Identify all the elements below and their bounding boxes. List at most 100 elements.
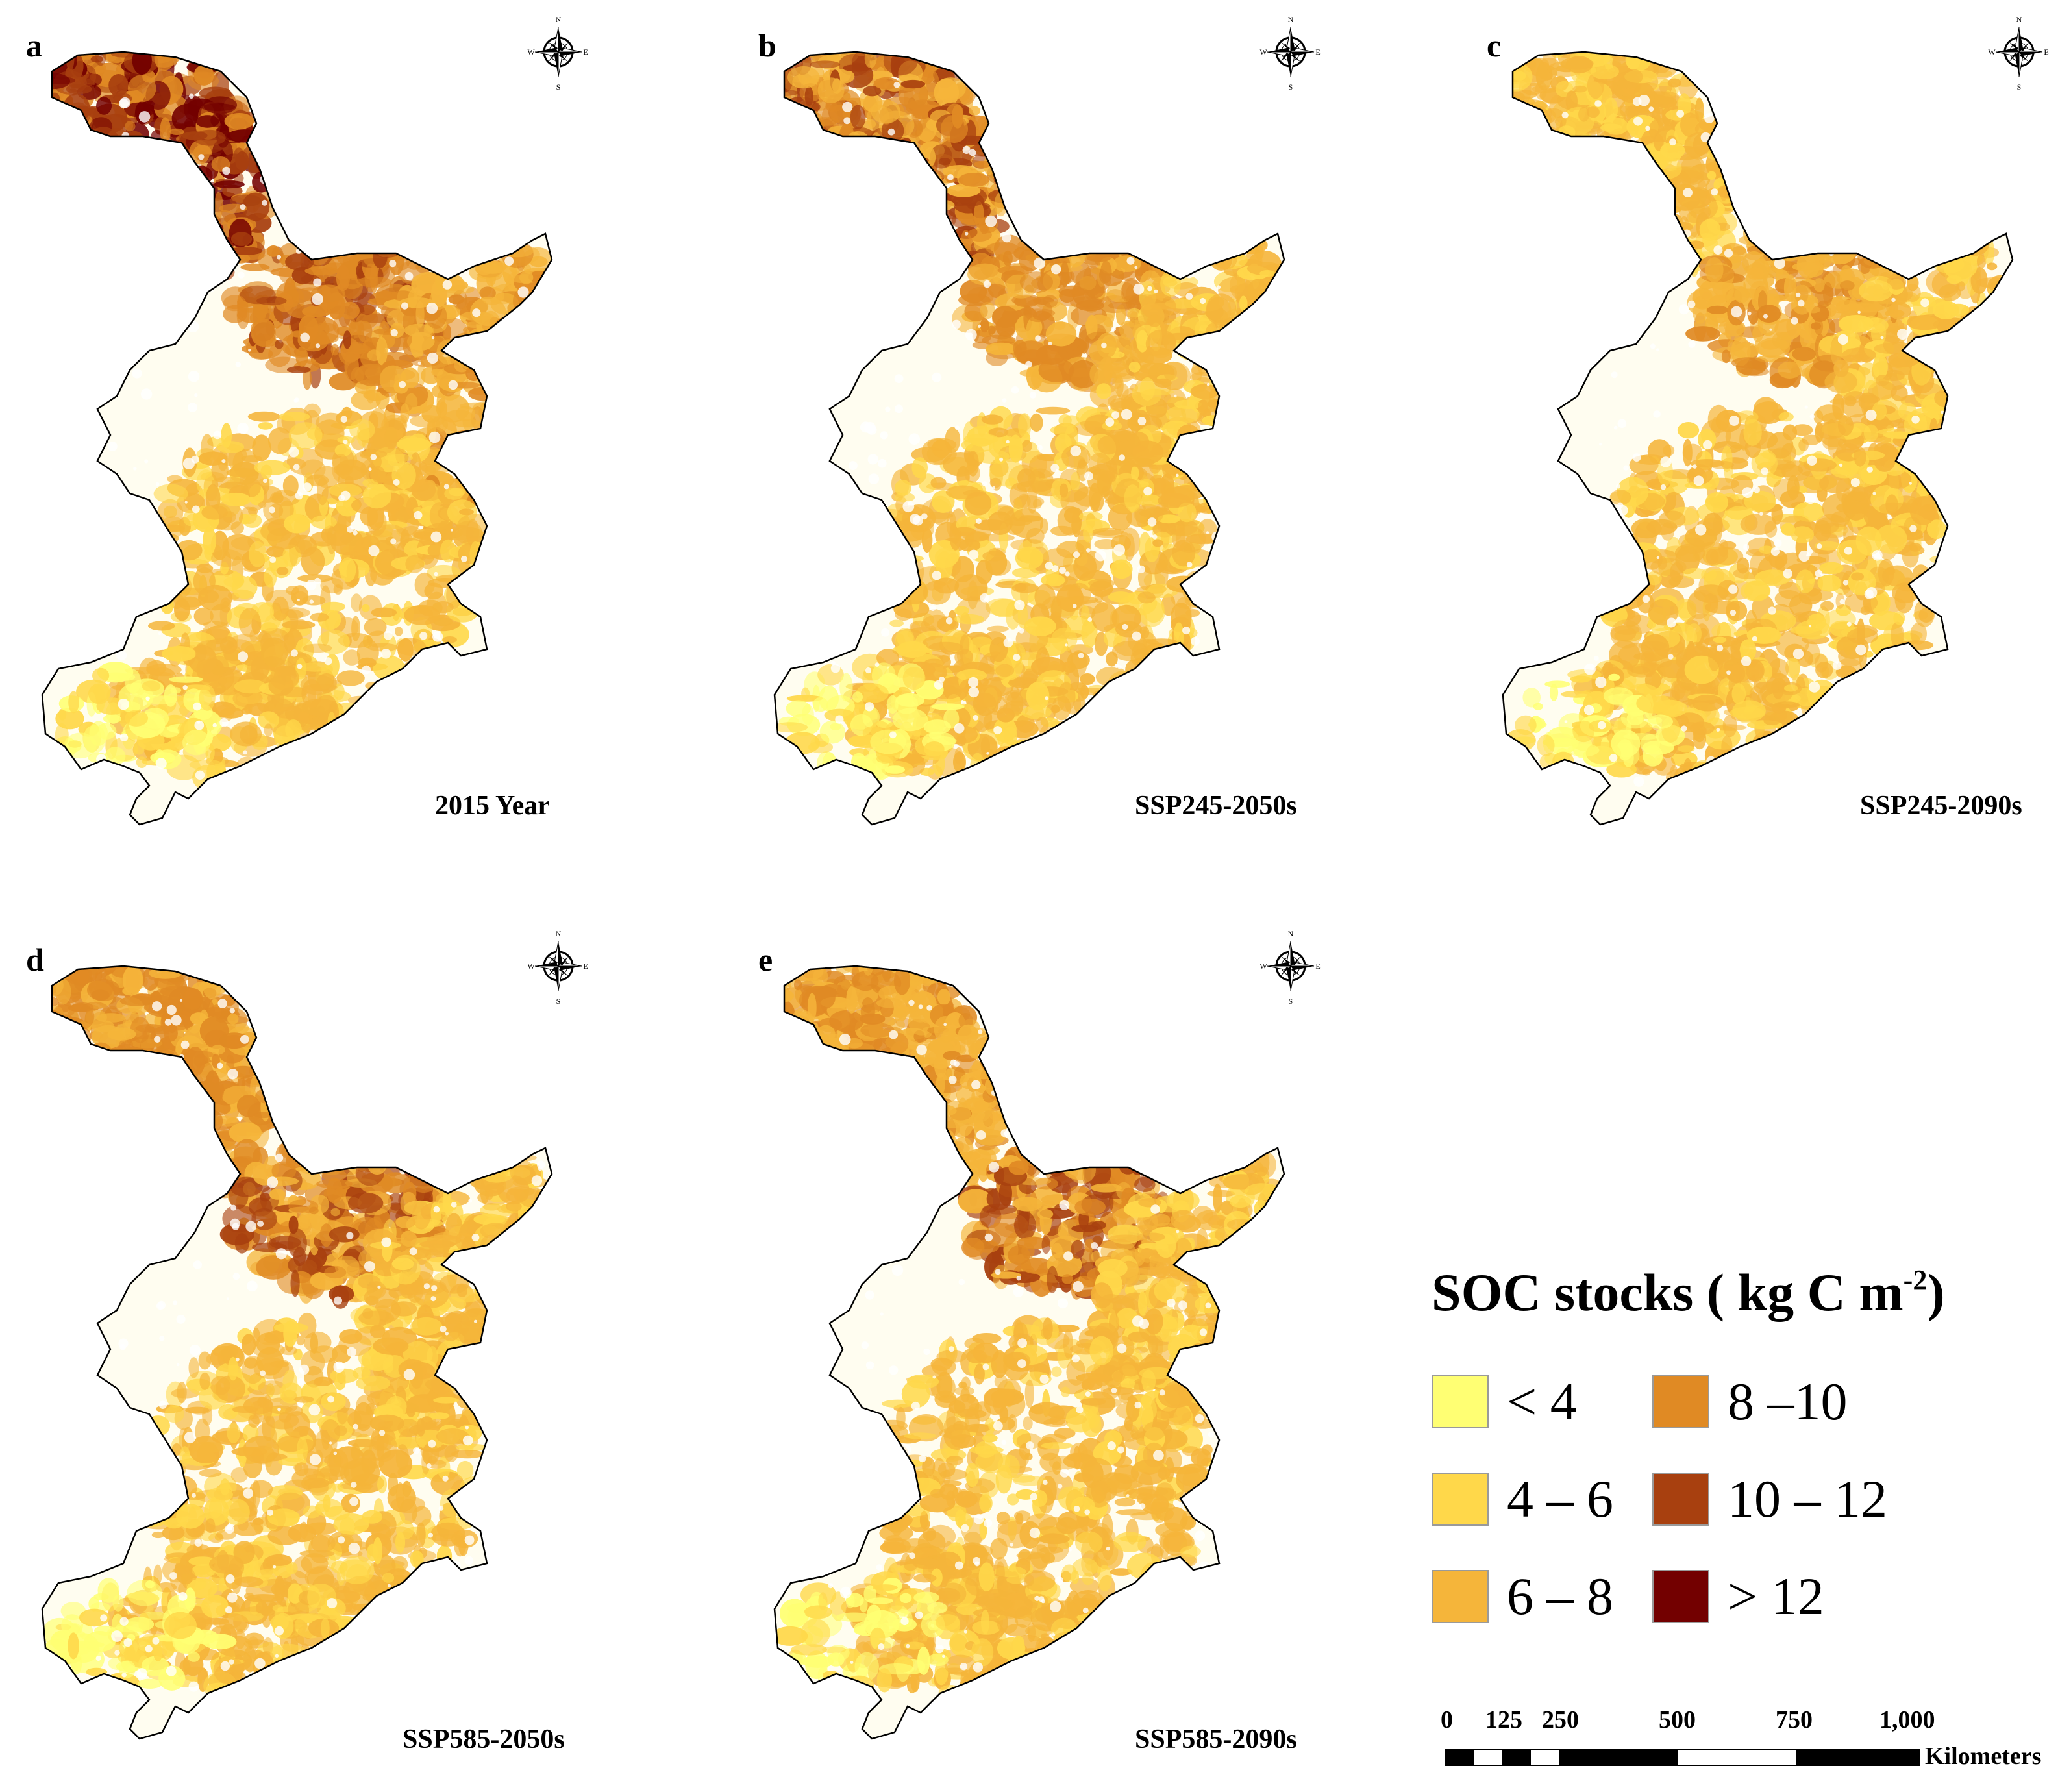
soc-patch bbox=[1004, 762, 1033, 775]
soc-patch bbox=[1202, 349, 1235, 369]
soc-patch bbox=[183, 227, 205, 253]
soc-patch bbox=[378, 693, 388, 717]
gap-speck bbox=[1035, 335, 1041, 342]
soc-patch bbox=[1662, 243, 1686, 260]
gap-speck bbox=[430, 531, 442, 543]
soc-patch bbox=[373, 245, 401, 258]
soc-patch bbox=[1128, 361, 1141, 373]
gap-speck bbox=[116, 533, 126, 543]
soc-patch bbox=[53, 125, 77, 134]
soc-patch bbox=[1659, 245, 1683, 261]
gap-speck bbox=[525, 452, 534, 460]
soc-patch bbox=[844, 147, 876, 161]
soc-patch bbox=[203, 526, 216, 556]
soc-patch bbox=[1922, 446, 1935, 464]
soc-patch bbox=[1925, 466, 1937, 482]
soc-patch bbox=[181, 199, 217, 214]
soc-patch bbox=[490, 454, 511, 462]
gap-speck bbox=[434, 731, 445, 741]
soc-patch bbox=[1791, 237, 1811, 255]
soc-patch bbox=[1946, 360, 1975, 387]
gap-speck bbox=[504, 370, 510, 376]
gap-speck bbox=[1111, 411, 1120, 419]
soc-patch bbox=[871, 149, 899, 171]
soc-patch bbox=[42, 120, 74, 142]
gap-speck bbox=[947, 174, 954, 180]
soc-patch bbox=[436, 417, 448, 432]
soc-patch bbox=[1026, 682, 1050, 711]
soc-patch bbox=[915, 205, 924, 212]
soc-patch bbox=[286, 586, 299, 595]
gap-speck bbox=[1186, 562, 1193, 567]
soc-patch bbox=[1715, 134, 1731, 150]
gap-speck bbox=[341, 226, 350, 235]
gap-speck bbox=[1182, 627, 1191, 635]
soc-patch bbox=[1131, 466, 1139, 480]
soc-patch bbox=[465, 366, 482, 381]
soc-patch bbox=[1057, 682, 1076, 712]
gap-speck bbox=[427, 352, 439, 364]
soc-patch bbox=[954, 614, 984, 625]
soc-patch bbox=[917, 56, 941, 64]
soc-patch bbox=[1587, 106, 1600, 118]
soc-patch bbox=[366, 232, 393, 255]
soc-patch bbox=[1547, 143, 1579, 158]
soc-patch bbox=[869, 553, 904, 568]
gap-speck bbox=[407, 128, 414, 134]
gap-speck bbox=[983, 280, 991, 288]
gap-speck bbox=[133, 467, 137, 471]
soc-patch bbox=[1863, 424, 1879, 442]
soc-patch bbox=[127, 140, 148, 164]
soc-patch bbox=[1054, 243, 1087, 255]
soc-patch bbox=[228, 448, 243, 471]
gap-speck bbox=[1288, 95, 1300, 106]
gap-speck bbox=[295, 492, 303, 500]
soc-patch bbox=[1824, 222, 1852, 245]
soc-patch bbox=[146, 530, 160, 554]
soc-patch bbox=[1660, 248, 1696, 257]
gap-speck bbox=[158, 632, 162, 636]
gap-speck bbox=[414, 510, 423, 520]
gap-speck bbox=[1082, 172, 1086, 177]
soc-patch bbox=[1096, 219, 1108, 246]
soc-patch bbox=[157, 499, 184, 527]
soc-patch bbox=[97, 143, 116, 162]
soc-patch bbox=[1917, 455, 1953, 471]
soc-patch bbox=[1739, 234, 1774, 246]
gap-speck bbox=[1095, 550, 1106, 562]
soc-patch bbox=[1251, 319, 1263, 349]
gap-speck bbox=[1246, 607, 1251, 613]
soc-patch bbox=[266, 245, 280, 257]
gap-speck bbox=[314, 148, 317, 151]
gap-speck bbox=[123, 297, 133, 307]
soc-patch bbox=[195, 643, 207, 662]
soc-patch bbox=[96, 97, 112, 115]
soc-patch bbox=[456, 571, 486, 590]
soc-patch bbox=[476, 469, 499, 482]
soc-patch bbox=[504, 331, 514, 341]
soc-patch bbox=[1070, 472, 1080, 492]
soc-patch bbox=[304, 266, 339, 276]
soc-patch bbox=[1794, 224, 1804, 233]
soc-patch bbox=[928, 250, 947, 264]
gap-speck bbox=[155, 758, 167, 769]
gap-speck bbox=[182, 458, 195, 469]
gap-speck bbox=[444, 86, 452, 93]
gap-speck bbox=[828, 595, 837, 604]
soc-patch bbox=[263, 495, 294, 525]
soc-patch bbox=[1949, 414, 1974, 425]
soc-patch bbox=[1784, 238, 1800, 252]
gap-speck bbox=[534, 545, 540, 551]
gap-speck bbox=[132, 368, 142, 379]
gap-speck bbox=[1133, 283, 1145, 295]
gap-speck bbox=[1014, 599, 1025, 611]
gap-speck bbox=[263, 479, 268, 483]
soc-patch bbox=[1198, 399, 1209, 416]
gap-speck bbox=[1213, 442, 1218, 447]
soc-patch bbox=[58, 103, 71, 125]
soc-patch bbox=[997, 266, 1034, 275]
gap-speck bbox=[219, 718, 229, 727]
gap-speck bbox=[107, 442, 118, 451]
soc-patch bbox=[1206, 293, 1237, 323]
gap-speck bbox=[243, 571, 249, 577]
